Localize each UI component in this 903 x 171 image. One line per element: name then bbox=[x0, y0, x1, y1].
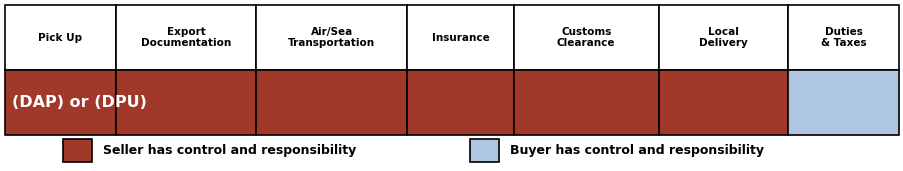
Text: Seller has control and responsibility: Seller has control and responsibility bbox=[103, 144, 356, 157]
Bar bbox=[5, 5, 116, 70]
Bar bbox=[256, 5, 406, 70]
Bar bbox=[787, 70, 898, 135]
Text: Insurance: Insurance bbox=[431, 33, 489, 43]
Text: Pick Up: Pick Up bbox=[38, 33, 82, 43]
Bar bbox=[406, 5, 513, 70]
Text: Duties
& Taxes: Duties & Taxes bbox=[820, 27, 865, 48]
Bar bbox=[658, 70, 787, 135]
Text: Local
Delivery: Local Delivery bbox=[698, 27, 747, 48]
Bar bbox=[470, 139, 498, 162]
Bar bbox=[658, 5, 787, 70]
Text: Buyer has control and responsibility: Buyer has control and responsibility bbox=[509, 144, 763, 157]
Bar bbox=[406, 70, 513, 135]
Bar bbox=[256, 70, 406, 135]
Text: (DAP) or (DPU): (DAP) or (DPU) bbox=[12, 95, 146, 110]
Bar bbox=[787, 5, 898, 70]
Bar bbox=[5, 70, 116, 135]
Bar bbox=[116, 5, 256, 70]
Bar bbox=[116, 70, 256, 135]
Text: Customs
Clearance: Customs Clearance bbox=[556, 27, 615, 48]
Text: Export
Documentation: Export Documentation bbox=[141, 27, 231, 48]
Text: Air/Sea
Transportation: Air/Sea Transportation bbox=[288, 27, 375, 48]
Bar bbox=[513, 5, 658, 70]
Bar bbox=[513, 70, 658, 135]
Bar bbox=[63, 139, 92, 162]
